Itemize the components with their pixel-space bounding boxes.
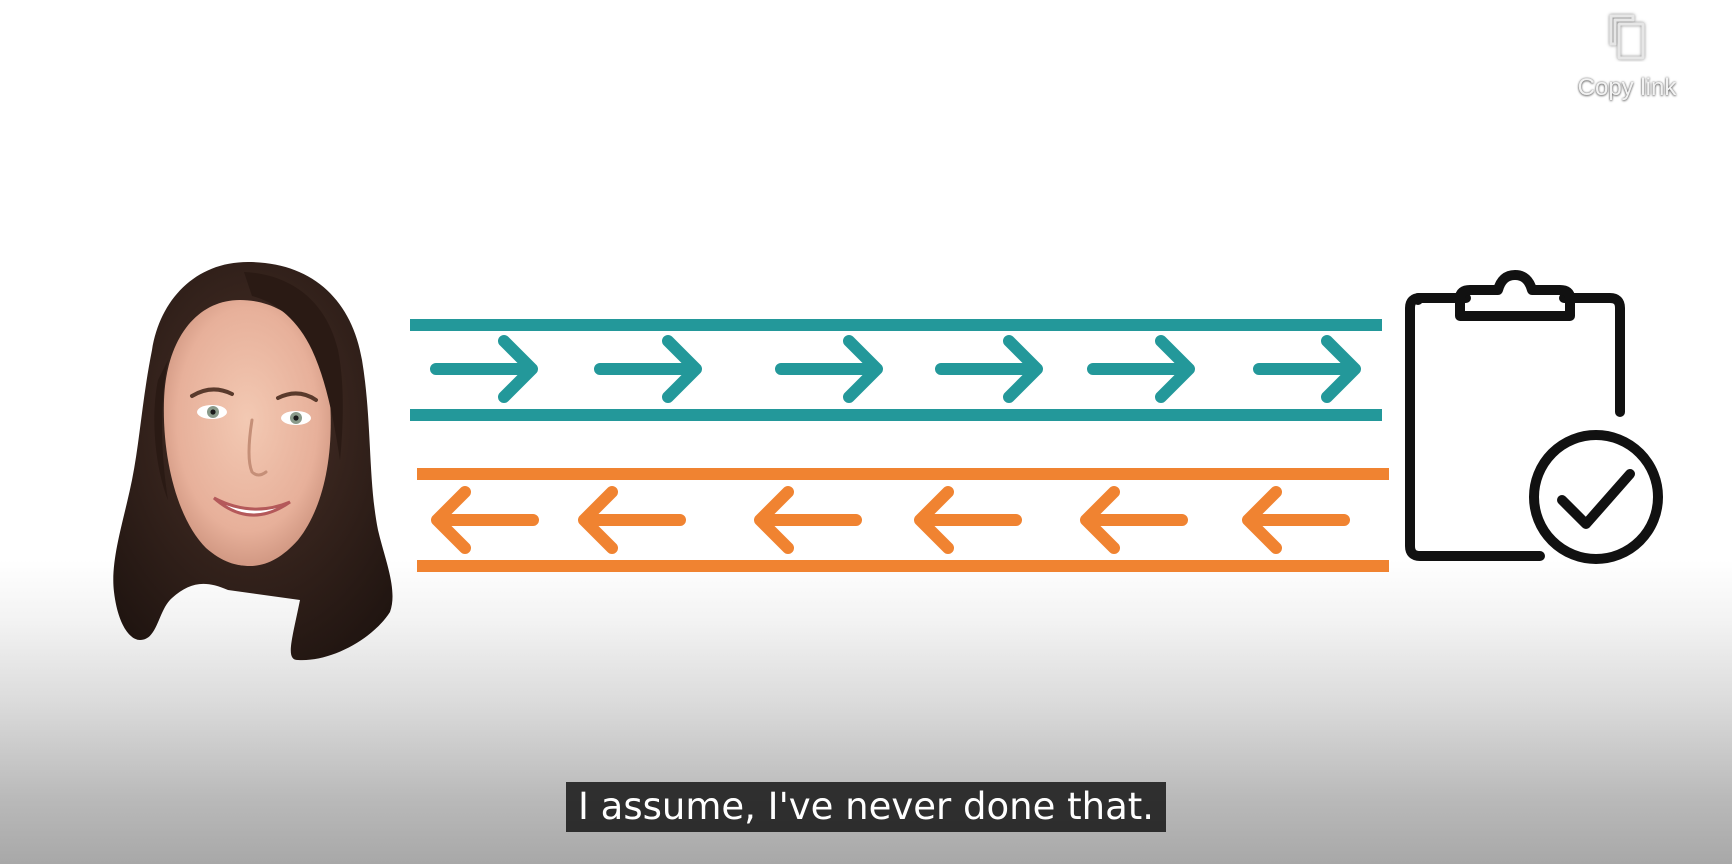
incoming-arrow-2 [578, 486, 686, 554]
check-mark [1557, 469, 1635, 529]
copy-link-label: Copy link [1577, 74, 1677, 101]
outgoing-arrow-6 [1253, 335, 1361, 403]
check-circle [1529, 430, 1663, 564]
incoming-arrow-4 [914, 486, 1022, 554]
outgoing-arrow-4 [935, 335, 1043, 403]
portrait-smile [213, 496, 291, 517]
incoming-arrow-3 [754, 486, 862, 554]
clipboard-clip [1455, 270, 1575, 321]
portrait-face [163, 300, 331, 566]
outgoing-arrow-1 [430, 335, 538, 403]
outgoing-arrow-5 [1087, 335, 1195, 403]
clipboard-check-icon [1405, 270, 1663, 564]
outgoing-lane [410, 319, 1382, 421]
outgoing-arrow-2 [594, 335, 702, 403]
incoming-arrow-1 [431, 486, 539, 554]
caption-text: I assume, I've never done that. [565, 782, 1167, 832]
incoming-lane [417, 468, 1389, 572]
portrait-side-hair [154, 360, 168, 500]
copy-icon [1609, 14, 1645, 60]
incoming-arrow-6 [1242, 486, 1350, 554]
caption-container: I assume, I've never done that. [0, 782, 1732, 832]
incoming-arrow-5 [1080, 486, 1188, 554]
outgoing-arrow-3 [775, 335, 883, 403]
copy-link-button[interactable]: Copy link [1560, 8, 1694, 108]
portrait-bangs [244, 272, 343, 460]
person-portrait [113, 262, 393, 661]
